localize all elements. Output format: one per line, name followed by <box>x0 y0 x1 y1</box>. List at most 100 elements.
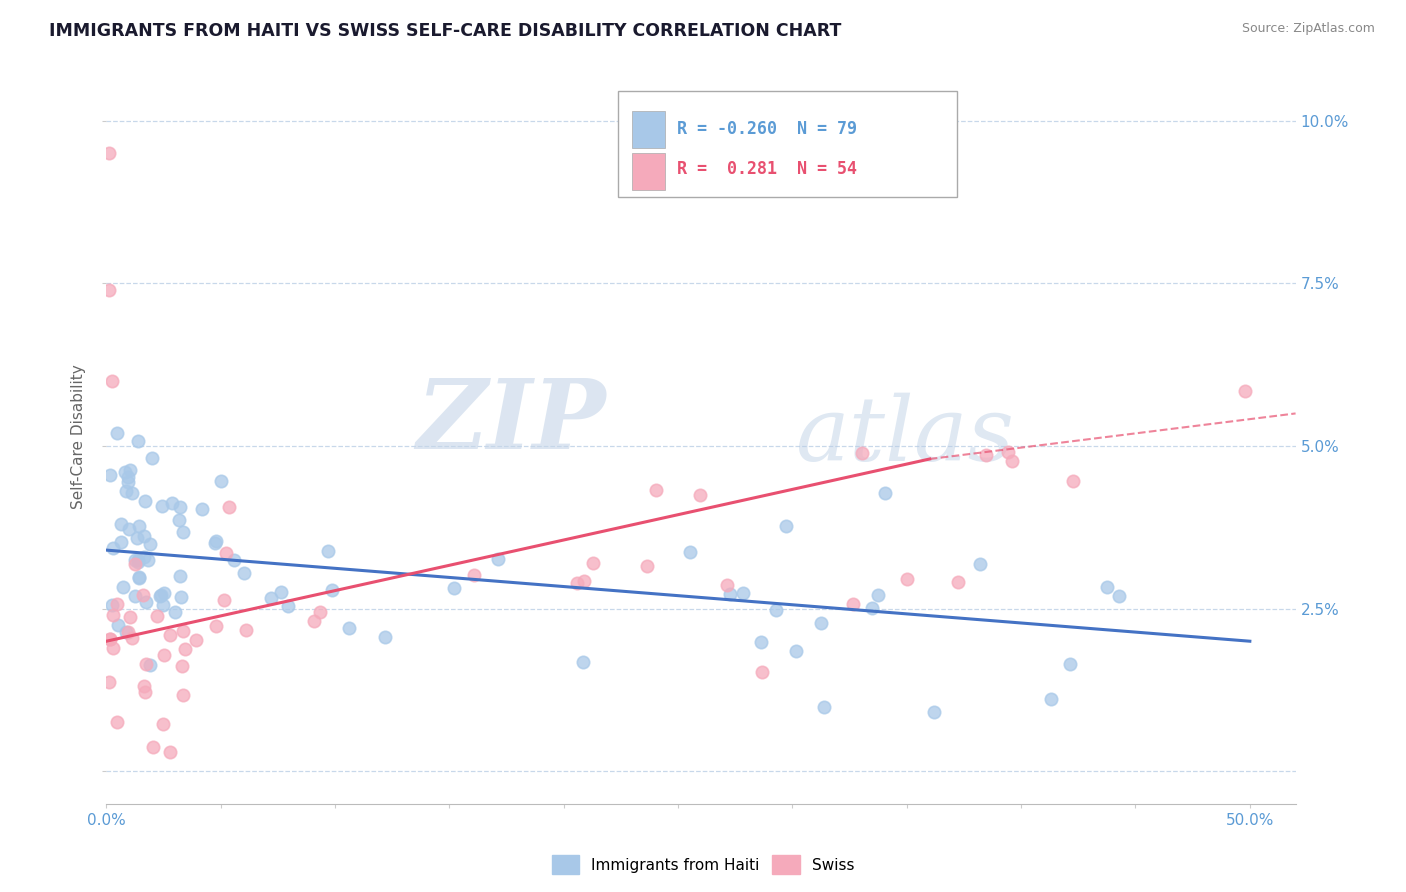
Point <box>169 500 191 514</box>
Point <box>105 597 128 611</box>
Point <box>117 470 139 484</box>
Point <box>209 475 232 489</box>
Point <box>860 600 883 615</box>
Point <box>751 665 773 680</box>
Bar <box>617 91 956 197</box>
Point <box>765 603 787 617</box>
Point <box>1001 454 1024 468</box>
Point <box>153 648 176 663</box>
Point <box>101 640 124 655</box>
Point <box>169 569 191 583</box>
Point <box>124 589 146 603</box>
Point <box>775 518 797 533</box>
Point <box>124 558 146 572</box>
Point <box>374 631 396 645</box>
Point <box>321 583 343 598</box>
Point <box>716 578 738 592</box>
Point <box>318 544 340 558</box>
Text: R =  0.281  N = 54: R = 0.281 N = 54 <box>678 161 858 178</box>
Point <box>105 715 128 730</box>
Point <box>152 717 174 731</box>
Point <box>121 485 143 500</box>
Point <box>204 535 226 549</box>
Point <box>117 475 139 490</box>
Point <box>103 541 125 556</box>
Point <box>582 557 605 571</box>
Point <box>842 597 865 611</box>
Point <box>205 619 228 633</box>
Point <box>138 537 160 551</box>
Point <box>896 572 918 586</box>
Point <box>174 641 197 656</box>
Point <box>101 374 124 388</box>
Legend: Immigrants from Haiti, Swiss: Immigrants from Haiti, Swiss <box>546 849 860 880</box>
Point <box>107 618 129 632</box>
Point <box>233 566 256 581</box>
Point <box>132 589 155 603</box>
Point <box>110 517 132 532</box>
Point <box>1097 580 1119 594</box>
Point <box>866 588 889 602</box>
Point <box>162 496 184 510</box>
Point <box>124 553 146 567</box>
Bar <box>633 153 665 190</box>
Text: Source: ZipAtlas.com: Source: ZipAtlas.com <box>1241 22 1375 36</box>
Point <box>127 555 149 569</box>
Point <box>98 632 121 646</box>
Point <box>146 609 169 624</box>
Text: IMMIGRANTS FROM HAITI VS SWISS SELF-CARE DISABILITY CORRELATION CHART: IMMIGRANTS FROM HAITI VS SWISS SELF-CARE… <box>49 22 842 40</box>
Point <box>1234 384 1257 398</box>
Point <box>114 465 136 479</box>
Point <box>443 581 465 595</box>
Point <box>1059 657 1081 671</box>
Point <box>115 625 138 640</box>
Point <box>153 585 176 599</box>
Point <box>810 616 832 631</box>
Point <box>486 552 509 566</box>
Point <box>689 488 711 502</box>
Point <box>463 568 485 582</box>
Point <box>107 425 129 440</box>
Point <box>170 659 193 673</box>
Point <box>212 592 235 607</box>
Point <box>270 585 292 599</box>
Point <box>974 448 997 462</box>
Point <box>110 535 132 549</box>
Point <box>98 632 121 646</box>
Point <box>946 574 969 589</box>
Point <box>851 446 873 460</box>
Point <box>718 587 741 601</box>
Point <box>134 494 156 508</box>
Point <box>97 674 120 689</box>
Point <box>149 589 172 603</box>
Point <box>636 558 658 573</box>
Point <box>118 522 141 536</box>
Point <box>679 544 702 558</box>
Point <box>875 485 897 500</box>
Point <box>813 699 835 714</box>
Point <box>121 631 143 645</box>
Point <box>205 534 228 549</box>
Point <box>167 513 190 527</box>
Point <box>103 608 125 623</box>
Point <box>125 531 148 545</box>
Point <box>120 462 142 476</box>
Point <box>572 574 595 588</box>
Point <box>302 614 325 628</box>
Point <box>190 501 212 516</box>
Point <box>128 570 150 584</box>
Point <box>172 688 194 702</box>
Point <box>163 605 186 619</box>
Point <box>565 576 588 591</box>
Point <box>134 679 156 693</box>
Point <box>997 445 1019 459</box>
Point <box>159 628 181 642</box>
Point <box>749 634 772 648</box>
Point <box>132 549 155 564</box>
Point <box>111 580 134 594</box>
Point <box>141 450 163 465</box>
Point <box>337 621 360 635</box>
Point <box>572 655 595 669</box>
Point <box>1108 589 1130 603</box>
Point <box>215 546 238 560</box>
